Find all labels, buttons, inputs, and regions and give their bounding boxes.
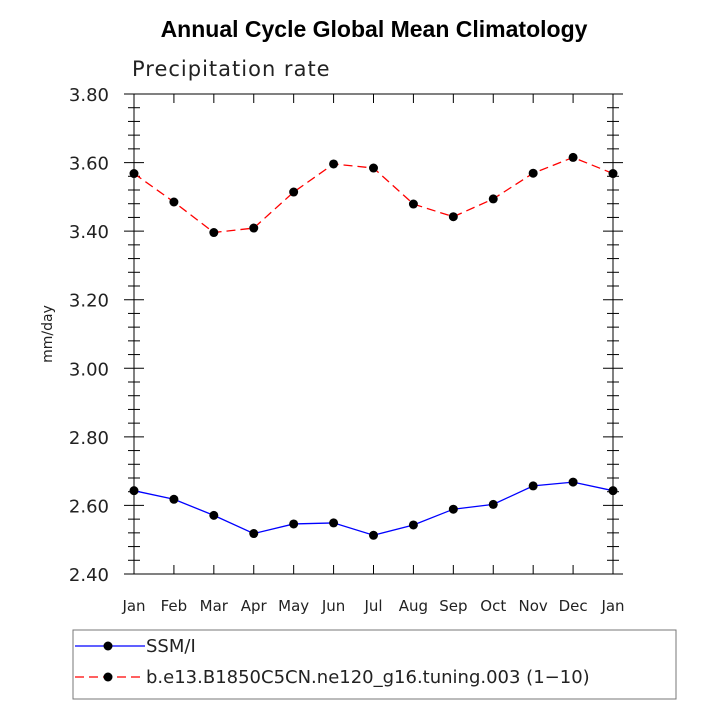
ticks-layer [124,93,623,575]
data-point [408,520,418,530]
data-point [568,152,578,162]
data-point [608,169,618,179]
x-tick-label: Jul [363,597,382,615]
series-line-0 [133,481,614,536]
data-point [249,529,259,539]
x-tick-label: Nov [519,597,548,615]
x-tick-label: Sep [439,597,467,615]
data-point [369,530,378,540]
data-point [129,169,139,179]
y-tick-label: 3.20 [69,291,109,312]
data-point [448,212,458,222]
legend-marker-ssmi [103,641,113,651]
data-point [249,223,259,233]
data-point [209,228,219,238]
data-point [209,510,219,520]
x-tick-label: Jan [121,597,145,615]
chart-title: Annual Cycle Global Mean Climatology [161,16,588,42]
data-point [329,518,339,528]
y-tick-label: 3.40 [69,222,109,243]
data-point [169,197,179,207]
data-point [488,499,498,509]
legend-marker-model [103,672,113,682]
data-point [329,159,339,169]
y-tick-label: 3.00 [69,359,109,380]
data-point [408,199,418,209]
y-tick-labels: 2.40 2.60 2.80 3.00 3.20 3.40 3.60 3.80 [69,85,109,586]
data-point [169,494,179,504]
data-point [369,163,378,173]
x-tick-label: Apr [241,597,268,615]
x-tick-labels: Jan Feb Mar Apr May Jun Jul Aug Sep Oct Nov Dec Jan [121,597,624,615]
legend-box [72,629,677,700]
x-tick-label: Mar [200,597,229,615]
y-tick-label: 2.40 [69,565,109,586]
data-point [289,187,299,197]
y-axis-label: mm/day [40,305,56,363]
data-point [528,168,538,178]
data-point [608,486,618,496]
x-tick-label: Dec [559,597,588,615]
legend-label-model: b.e13.B1850C5CN.ne120_g16.tuning.003 (1−… [146,667,590,688]
data-point [448,504,458,514]
y-tick-label: 3.60 [69,154,109,175]
data-point [568,477,578,487]
y-tick-label: 3.80 [69,85,109,106]
data-point [129,486,139,496]
chart-subtitle: Precipitation rate [132,57,331,81]
x-tick-label: Jan [600,597,624,615]
legend-label-ssmi: SSM/I [146,636,196,657]
series-layer [129,152,618,540]
y-tick-label: 2.60 [69,496,109,517]
x-tick-label: Jun [321,597,345,615]
y-tick-label: 2.80 [69,428,109,449]
data-point [528,481,538,491]
data-point [488,194,498,204]
x-tick-label: Feb [161,597,188,615]
x-tick-label: Oct [480,597,506,615]
x-tick-label: Aug [399,597,428,615]
data-point [289,519,299,529]
x-tick-label: May [278,597,309,615]
legend: SSM/I b.e13.B1850C5CN.ne120_g16.tuning.0… [72,629,677,700]
